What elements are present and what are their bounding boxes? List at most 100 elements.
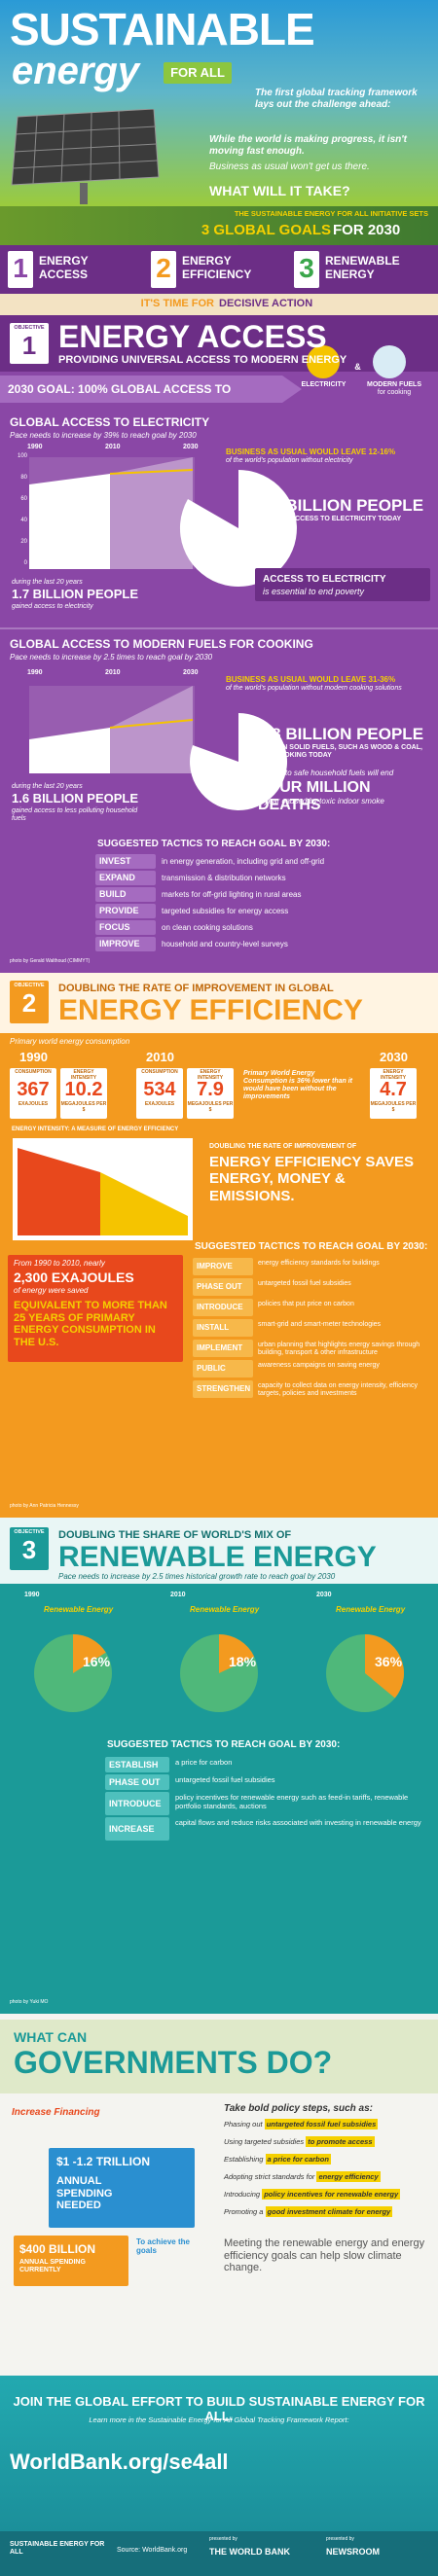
- number: 2: [156, 253, 171, 283]
- solar-panel: [11, 109, 160, 204]
- people: 2.8 BILLION PEOPLE: [258, 725, 424, 743]
- stat-bg: [60, 1068, 107, 1119]
- current-sub: ANNUAL SPENDING CURRENTLY: [19, 2259, 86, 2274]
- policy: Using targeted subsidies to promote acce…: [224, 2136, 433, 2147]
- title: GOVERNMENTS DO?: [14, 2045, 333, 2080]
- people: 1.2 BILLION PEOPLE: [258, 496, 424, 515]
- label: ENERGY ACCESS: [39, 254, 89, 281]
- source: Source: WorldBank.org: [117, 2547, 188, 2554]
- deaths-lead: Access to safe household fuels will end: [258, 769, 394, 777]
- goal-number-bg: [151, 251, 176, 288]
- renewable-bg: [0, 1518, 438, 2014]
- verb: INTRODUCE: [197, 1303, 243, 1311]
- verb: ESTABLISH: [109, 1760, 159, 1770]
- electricity-icon: ELECTRICITY: [301, 381, 347, 388]
- deaths: FOUR MILLION DEATHS: [258, 779, 371, 814]
- lead: WHAT CAN: [14, 2029, 88, 2045]
- text: capital flows and reduce risks associate…: [175, 1818, 421, 1827]
- year: 2030: [316, 1592, 332, 1598]
- badge: FOR ALL: [170, 65, 225, 80]
- unit: MEGAJOULES PER $: [187, 1101, 234, 1113]
- ticks: 80: [20, 475, 27, 481]
- tagline: The first global tracking framework lays…: [255, 88, 418, 110]
- achieve: To achieve the goals: [136, 2237, 190, 2256]
- goal-number-bg: [8, 251, 33, 288]
- people-sub: RELY ON SOLID FUELS, SUCH AS WOOD & COAL…: [258, 744, 422, 760]
- goal-arrow: [0, 376, 302, 403]
- goal-items-bg: [0, 245, 438, 294]
- subtitle: PROVIDING UNIVERSAL ACCESS TO MODERN ENE…: [58, 354, 347, 366]
- stat-bg: [136, 1068, 183, 1119]
- tactic-verb-bg: [95, 854, 156, 869]
- subtitle: DOUBLING THE SHARE OF WORLD'S MIX OF: [58, 1529, 292, 1541]
- title: SUSTAINABLE: [10, 4, 315, 54]
- presented: presented by: [209, 2536, 237, 2542]
- url: WorldBank.org/se4all: [10, 2450, 229, 2474]
- amp: &: [354, 362, 361, 372]
- policy-lead: Using targeted subsidies: [224, 2137, 305, 2146]
- credit: photo by Ann Patricia Hennessy: [10, 1503, 79, 1509]
- text: markets for off-grid lighting in rural a…: [162, 890, 302, 899]
- fuels-icon-sub: for cooking: [377, 389, 412, 396]
- climate: Meeting the renewable energy and energy …: [224, 2237, 425, 2274]
- pace: Pace needs to increase by 2.5 times hist…: [58, 1572, 336, 1581]
- stat-bg: [187, 1068, 234, 1119]
- bau-line: [109, 469, 194, 475]
- verb: STRENGTHEN: [197, 1384, 251, 1393]
- saved-lead: From 1990 to 2010, nearly: [14, 1259, 105, 1268]
- year: 1990: [19, 1050, 48, 1064]
- verb: FOCUS: [99, 922, 130, 932]
- arrow: [0, 376, 302, 403]
- logo: SUSTAINABLE ENERGY FOR ALL: [10, 2541, 105, 2557]
- label: CONSUMPTION: [15, 1069, 52, 1075]
- gained-lead: during the last 20 years: [12, 783, 83, 790]
- objective: OBJECTIVE: [14, 983, 45, 988]
- pie: [190, 713, 288, 810]
- tactics-heading: SUGGESTED TACTICS TO REACH GOAL BY 2030:: [195, 1241, 428, 1252]
- year: 1990: [24, 1592, 40, 1598]
- title: RENEWABLE ENERGY: [58, 1541, 377, 1573]
- access-icons: [307, 345, 406, 378]
- needed-sub: ANNUAL SPENDING NEEDED: [56, 2175, 113, 2212]
- verb: PHASE OUT: [109, 1777, 161, 1787]
- value: 7.9: [197, 1079, 224, 1100]
- action-lead: IT'S TIME FOR: [140, 298, 214, 309]
- share-wedge: [219, 1634, 255, 1673]
- gained: 1.7 BILLION PEOPLE: [12, 587, 139, 601]
- policy: Promoting a good investment climate for …: [224, 2206, 433, 2217]
- year: 2030: [380, 1050, 408, 1064]
- policy: Phasing out untargeted fossil fuel subsi…: [224, 2119, 433, 2129]
- tactic-verb-bg: [193, 1299, 253, 1316]
- tactic-verb-bg: [105, 1817, 169, 1841]
- verb: IMPROVE: [197, 1262, 233, 1270]
- policy-lead: Promoting a: [224, 2207, 264, 2216]
- access-bg: [0, 315, 438, 973]
- policy-highlight: energy efficiency: [316, 2171, 381, 2182]
- essential-bg: [255, 568, 430, 601]
- tactic-verb-bg: [95, 937, 156, 951]
- needed: $1 -1.2 TRILLION: [56, 2155, 151, 2168]
- saved: 2,300 EXAJOULES: [14, 1270, 134, 1285]
- pie: [179, 470, 297, 587]
- logo-bar: [0, 2531, 438, 2576]
- tactic-verb-bg: [193, 1360, 253, 1377]
- join-bg: [0, 2376, 438, 2531]
- policy: Introducing policy incentives for renewa…: [224, 2189, 433, 2200]
- text: a price for carbon: [175, 1758, 233, 1767]
- objective-bg: [10, 323, 49, 364]
- verb: PHASE OUT: [197, 1282, 242, 1291]
- share-wedge: [73, 1634, 106, 1673]
- tactic-verb-bg: [193, 1380, 253, 1398]
- bau-sub: of the world's population without modern…: [226, 685, 402, 692]
- policy-highlight: a price for carbon: [265, 2154, 331, 2165]
- cooking-pie: [190, 713, 288, 810]
- panel-grid: [12, 110, 159, 185]
- subtitle: DOUBLING THE RATE OF IMPROVEMENT IN GLOB…: [58, 983, 334, 994]
- gained-sub: gained access to less polluting househol…: [12, 807, 138, 823]
- fuels-icon: MODERN FUELS: [367, 381, 421, 388]
- bau: BUSINESS AS USUAL WOULD LEAVE 12-16%: [226, 447, 396, 456]
- pace: Pace needs to increase by 2.5 times to r…: [10, 653, 213, 662]
- electricity-icon: [307, 345, 340, 378]
- financing: Increase Financing: [12, 2107, 100, 2118]
- gained-lead: during the last 20 years: [12, 579, 83, 586]
